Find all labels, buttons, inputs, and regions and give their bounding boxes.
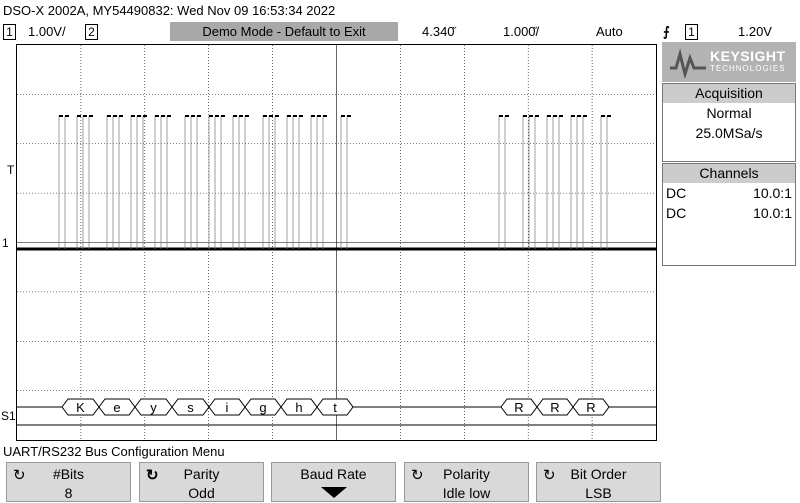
channel-row: DC 10.0:1 (666, 185, 792, 201)
decode-char: R (586, 400, 595, 415)
parity-softkey[interactable]: ↻ Parity Odd (139, 462, 264, 502)
trigger-source: 1 (685, 22, 698, 41)
side-panel: KEYSIGHT TECHNOLOGIES Acquisition Normal… (658, 42, 800, 266)
demo-mode-banner: Demo Mode - Default to Exit (170, 22, 398, 41)
rotate-knob-icon: ↻ (13, 467, 26, 484)
serial-bus-marker: S1 (1, 409, 16, 423)
decode-char: R (550, 400, 559, 415)
trigger-marker: T (7, 163, 15, 177)
sample-rate: 25.0MSa/s (695, 125, 763, 141)
rotate-knob-icon: ↻ (411, 467, 424, 484)
window-title: DSO-X 2002A, MY54490832: Wed Nov 09 16:5… (3, 3, 336, 18)
decode-char: s (187, 400, 194, 415)
trigger-level: 1.20V (738, 24, 772, 39)
ch2-indicator[interactable]: 2 (85, 22, 98, 41)
ch1-scale: 1.00V/ (28, 24, 66, 39)
down-arrow-icon (321, 487, 347, 498)
channels-header: Channels (663, 164, 795, 183)
ch1-indicator[interactable]: 1 (3, 22, 16, 41)
trigger-edge-icon: ⨍ (663, 24, 670, 39)
acquisition-header: Acquisition (663, 84, 795, 103)
decode-char: R (514, 400, 523, 415)
bits-softkey[interactable]: ↻ #Bits 8 (6, 462, 131, 502)
decode-frame (572, 398, 610, 416)
decode-char: t (333, 400, 337, 415)
channel-row: DC 10.0:1 (666, 205, 792, 221)
softkey-bar: ↻ #Bits 8 ↻ Parity Odd Baud Rate ↻ Polar… (0, 462, 800, 503)
decode-frame (316, 398, 354, 416)
ch1-ground-marker: 1 (2, 236, 9, 250)
horizontal-delay: 4.340̆ (422, 24, 455, 39)
keysight-logo: KEYSIGHT TECHNOLOGIES (662, 42, 796, 82)
decode-char: y (150, 400, 157, 415)
status-bar: 1 1.00V/ 2 Demo Mode - Default to Exit 4… (0, 22, 800, 42)
timebase: 1.000̆/ (503, 24, 540, 39)
trigger-mode: Auto (596, 24, 623, 39)
decode-char: e (113, 400, 120, 415)
wave-logo-icon (670, 48, 706, 78)
channels-panel[interactable]: Channels DC 10.0:1 DC 10.0:1 (662, 163, 796, 266)
rotate-knob-icon: ↻ (543, 467, 556, 484)
decode-char: g (259, 400, 266, 415)
decode-char: i (226, 400, 229, 415)
menu-title: UART/RS232 Bus Configuration Menu (3, 444, 225, 459)
rotate-knob-icon: ↻ (146, 467, 159, 484)
decode-char: h (295, 400, 302, 415)
polarity-softkey[interactable]: ↻ Polarity Idle low (404, 462, 529, 502)
decode-char: K (76, 400, 85, 415)
acquisition-panel[interactable]: Acquisition Normal 25.0MSa/s (662, 83, 796, 162)
acquisition-mode: Normal (706, 105, 752, 121)
bit-order-softkey[interactable]: ↻ Bit Order LSB (536, 462, 661, 502)
baud-rate-softkey[interactable]: Baud Rate (271, 462, 396, 502)
